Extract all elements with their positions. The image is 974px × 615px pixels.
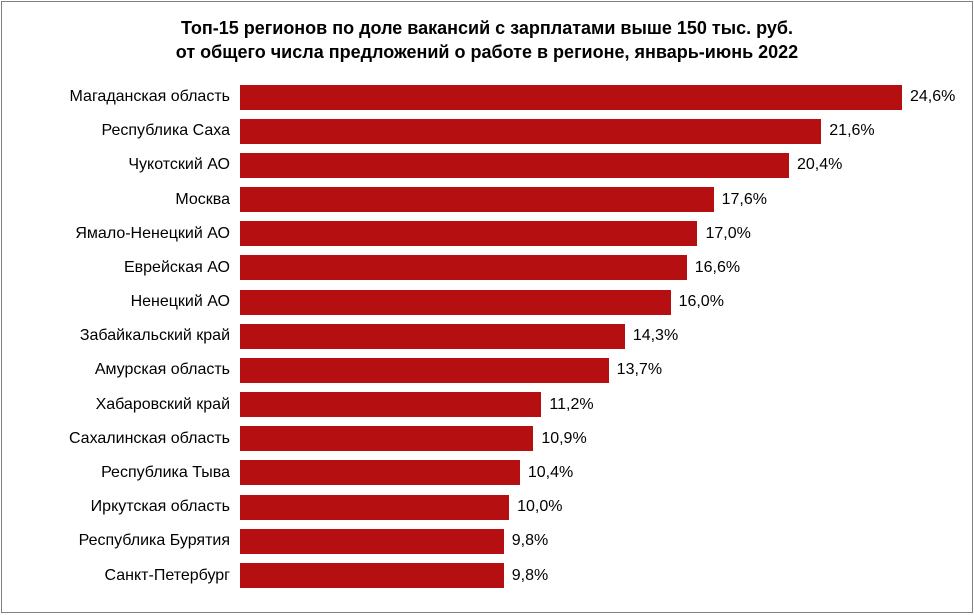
bar-row: Республика Бурятия9,8% [22,525,902,558]
bar-track: 9,8% [240,563,902,588]
bar-track: 24,6% [240,85,902,110]
bar-track: 10,0% [240,495,902,520]
bar-label: Чукотский АО [22,156,240,174]
bar-row: Иркутская область10,0% [22,491,902,524]
bar-value: 10,0% [509,498,562,516]
bar-label: Москва [22,191,240,209]
bar-row: Санкт-Петербург9,8% [22,559,902,592]
bar-row: Республика Тыва10,4% [22,456,902,489]
bar-fill: 16,6% [240,255,687,280]
bar-track: 9,8% [240,529,902,554]
chart-title-line1: Топ-15 регионов по доле вакансий с зарпл… [22,16,952,40]
bar-fill: 14,3% [240,324,625,349]
bar-fill: 10,4% [240,460,520,485]
bar-row: Хабаровский край11,2% [22,388,902,421]
bar-value: 13,7% [609,361,662,379]
bar-value: 9,8% [504,567,548,585]
bar-value: 10,9% [533,430,586,448]
bar-value: 24,6% [902,88,955,106]
bar-label: Амурская область [22,361,240,379]
bar-row: Москва17,6% [22,183,902,216]
bar-value: 11,2% [541,396,593,414]
bar-track: 17,6% [240,187,902,212]
bar-fill: 17,6% [240,187,714,212]
bar-label: Республика Саха [22,122,240,140]
bar-row: Магаданская область24,6% [22,81,902,114]
bar-fill: 11,2% [240,392,541,417]
bar-label: Ямало-Ненецкий АО [22,225,240,243]
bar-value: 17,6% [714,191,767,209]
bar-track: 16,6% [240,255,902,280]
bar-row: Еврейская АО16,6% [22,251,902,284]
bar-label: Хабаровский край [22,396,240,414]
bar-track: 16,0% [240,290,902,315]
bar-track: 11,2% [240,392,902,417]
bar-fill: 17,0% [240,221,697,246]
bar-fill: 10,9% [240,426,533,451]
bar-track: 20,4% [240,153,902,178]
bar-label: Еврейская АО [22,259,240,277]
chart-area: Магаданская область24,6%Республика Саха2… [22,79,952,594]
bar-value: 17,0% [697,225,750,243]
bar-label: Санкт-Петербург [22,567,240,585]
bar-value: 14,3% [625,327,678,345]
bar-label: Республика Бурятия [22,532,240,550]
bar-value: 10,4% [520,464,573,482]
bar-value: 20,4% [789,156,842,174]
bar-row: Сахалинская область10,9% [22,422,902,455]
bar-value: 16,6% [687,259,740,277]
bar-row: Республика Саха21,6% [22,115,902,148]
bar-fill: 20,4% [240,153,789,178]
bar-value: 9,8% [504,532,548,550]
bar-label: Сахалинская область [22,430,240,448]
bar-value: 16,0% [671,293,724,311]
bar-track: 10,4% [240,460,902,485]
bar-fill: 24,6% [240,85,902,110]
bar-row: Амурская область13,7% [22,354,902,387]
bar-track: 13,7% [240,358,902,383]
bar-track: 14,3% [240,324,902,349]
bar-fill: 9,8% [240,529,504,554]
bar-row: Ямало-Ненецкий АО17,0% [22,217,902,250]
bar-fill: 21,6% [240,119,821,144]
bar-label: Иркутская область [22,498,240,516]
bar-label: Забайкальский край [22,327,240,345]
bar-track: 17,0% [240,221,902,246]
bar-track: 21,6% [240,119,902,144]
bar-fill: 10,0% [240,495,509,520]
chart-container: Топ-15 регионов по доле вакансий с зарпл… [1,1,973,613]
bar-fill: 16,0% [240,290,671,315]
bar-track: 10,9% [240,426,902,451]
bar-fill: 9,8% [240,563,504,588]
bar-fill: 13,7% [240,358,609,383]
bar-row: Забайкальский край14,3% [22,320,902,353]
bar-value: 21,6% [821,122,874,140]
bar-label: Магаданская область [22,88,240,106]
chart-title: Топ-15 регионов по доле вакансий с зарпл… [22,16,952,65]
bar-label: Ненецкий АО [22,293,240,311]
bar-label: Республика Тыва [22,464,240,482]
bar-row: Чукотский АО20,4% [22,149,902,182]
bar-row: Ненецкий АО16,0% [22,286,902,319]
chart-title-line2: от общего числа предложений о работе в р… [22,40,952,64]
